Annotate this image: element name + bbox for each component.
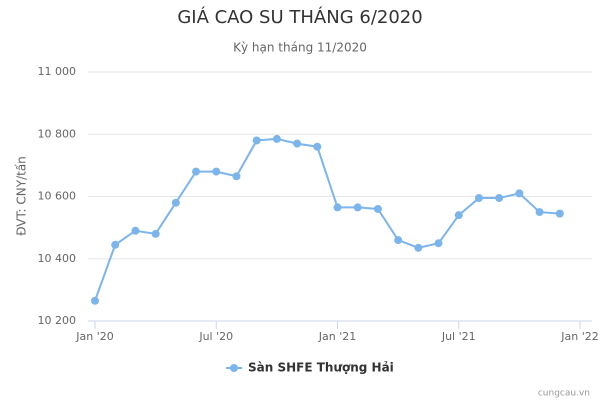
series-line xyxy=(94,137,560,302)
point xyxy=(131,226,140,235)
credit: cungcau.vn xyxy=(538,389,590,399)
point xyxy=(454,211,463,220)
legend-marker xyxy=(230,364,238,372)
x-tick-label: Jan '22 xyxy=(560,330,598,343)
point xyxy=(252,136,261,145)
point xyxy=(515,189,524,198)
chart-subtitle: Kỳ hạn tháng 11/2020 xyxy=(233,41,367,55)
point xyxy=(313,142,322,151)
y-tick-label: 10 200 xyxy=(38,314,77,327)
point xyxy=(434,239,443,248)
point xyxy=(414,243,423,252)
y-tick-label: 11 000 xyxy=(38,65,77,78)
x-tick-label: Jan '21 xyxy=(318,330,356,343)
point xyxy=(535,208,544,217)
point xyxy=(91,296,99,305)
point xyxy=(232,172,241,181)
x-tick-label: Jul '20 xyxy=(198,330,233,343)
point xyxy=(353,203,362,212)
point xyxy=(151,229,160,238)
y-tick-label: 10 600 xyxy=(38,190,77,203)
point xyxy=(373,204,382,213)
point xyxy=(212,167,221,176)
chart-title: GIÁ CAO SU THÁNG 6/2020 xyxy=(177,6,422,28)
y-tick-label: 10 400 xyxy=(38,252,77,265)
point xyxy=(474,194,483,203)
point xyxy=(111,240,120,249)
point xyxy=(293,139,302,148)
point xyxy=(495,194,504,203)
y-tick-label: 10 800 xyxy=(38,127,77,140)
point xyxy=(394,236,403,245)
point xyxy=(192,167,201,176)
point xyxy=(333,203,342,212)
x-tick-label: Jul '21 xyxy=(441,330,476,343)
legend-label: Sàn SHFE Thượng Hải xyxy=(248,361,394,375)
point xyxy=(555,209,564,218)
point xyxy=(171,198,180,207)
x-tick-label: Jan '20 xyxy=(75,330,113,343)
y-axis-title: ĐVT: CNY/tấn xyxy=(15,156,29,236)
point xyxy=(272,134,281,143)
